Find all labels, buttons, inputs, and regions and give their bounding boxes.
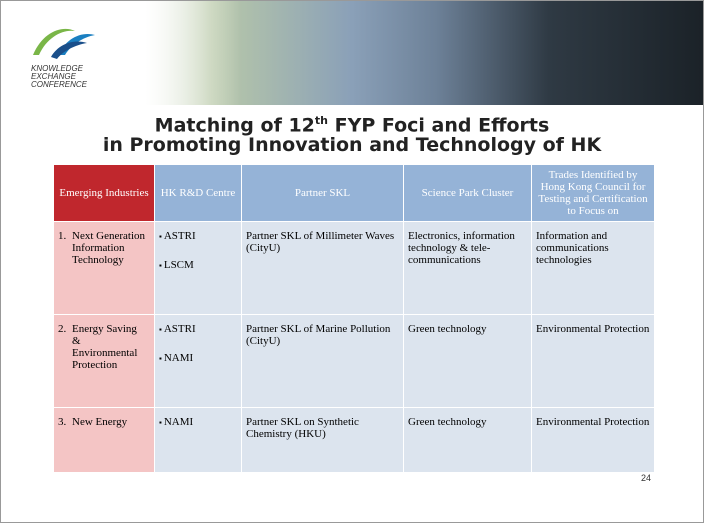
title-text: Matching of 12 [154, 114, 315, 137]
header-row: Emerging Industries HK R&D Centre Partner … [53, 164, 655, 222]
table-cell: Partner SKL on Synthetic Chemistry (HKU) [241, 407, 404, 473]
logo-mark [33, 28, 95, 59]
item-number: 3. [58, 416, 67, 428]
logo-text: KNOWLEDGE [31, 64, 84, 73]
centre-cell: NAMI [154, 407, 242, 473]
centre-list: NAMI [159, 416, 237, 429]
table-cell: Partner SKL of Millimeter Waves (CityU) [241, 221, 404, 315]
centre-item: NAMI [159, 416, 237, 429]
item-number: 1. [58, 230, 67, 242]
header-fade [1, 1, 241, 105]
centre-item: NAMI [159, 352, 237, 365]
table-cell: Electronics, information technology & te… [403, 221, 532, 315]
item-number: 2. [58, 323, 67, 335]
title-superscript: th [314, 114, 328, 127]
industry-name: New Energy [72, 416, 128, 428]
centre-item: ASTRI [159, 230, 237, 243]
industry-name: Next Generation Information Technology [72, 230, 145, 266]
industry-name: Energy Saving & Environmental Protection [72, 323, 138, 371]
table-cell: Green technology [403, 407, 532, 473]
table: Emerging Industries HK R&D Centre Partner … [53, 164, 655, 473]
centre-item: LSCM [159, 259, 237, 272]
table-cell: Environmental Protection [531, 407, 655, 473]
title: Matching of 12th FYP Foci and Efforts in… [1, 111, 703, 155]
centre-item: ASTRI [159, 323, 237, 336]
table-cell: Information and communications technolog… [531, 221, 655, 315]
logo-text: EXCHANGE [31, 72, 76, 81]
industry-cell: 3. New Energy [53, 407, 155, 473]
header-cell: HK R&D Centre [154, 164, 242, 222]
title-text: FYP Foci and Efforts [334, 114, 550, 137]
table-cell: Green technology [403, 314, 532, 408]
centre-list: ASTRI LSCM [159, 230, 237, 272]
header-cell: Partner SKL [241, 164, 404, 222]
page-number: 24 [641, 473, 652, 483]
centre-cell: ASTRI NAMI [154, 314, 242, 408]
centre-list: ASTRI NAMI [159, 323, 237, 365]
table-row: 2. Energy Saving & Environmental Protecti… [53, 314, 655, 408]
table-cell: Environmental Protection [531, 314, 655, 408]
centre-cell: ASTRI LSCM [154, 221, 242, 315]
header-cell: Emerging Industries [53, 164, 155, 222]
industry-cell: 1. Next Generation Information Technology [53, 221, 155, 315]
header-cell: Trades Identified by Hong Kong Council f… [531, 164, 655, 222]
logo-text: CONFERENCE [31, 80, 88, 89]
table-row: 1. Next Generation Information Technology… [53, 221, 655, 315]
header-cell: Science Park Cluster [403, 164, 532, 222]
industry-cell: 2. Energy Saving & Environmental Protecti… [53, 314, 155, 408]
title-text: in Promoting Innovation and Technology o… [102, 134, 602, 157]
table-cell: Partner SKL of Marine Pollution (CityU) [241, 314, 404, 408]
table-row: 3. New Energy NAMI Partner SKL on Synthetic… [53, 407, 655, 473]
